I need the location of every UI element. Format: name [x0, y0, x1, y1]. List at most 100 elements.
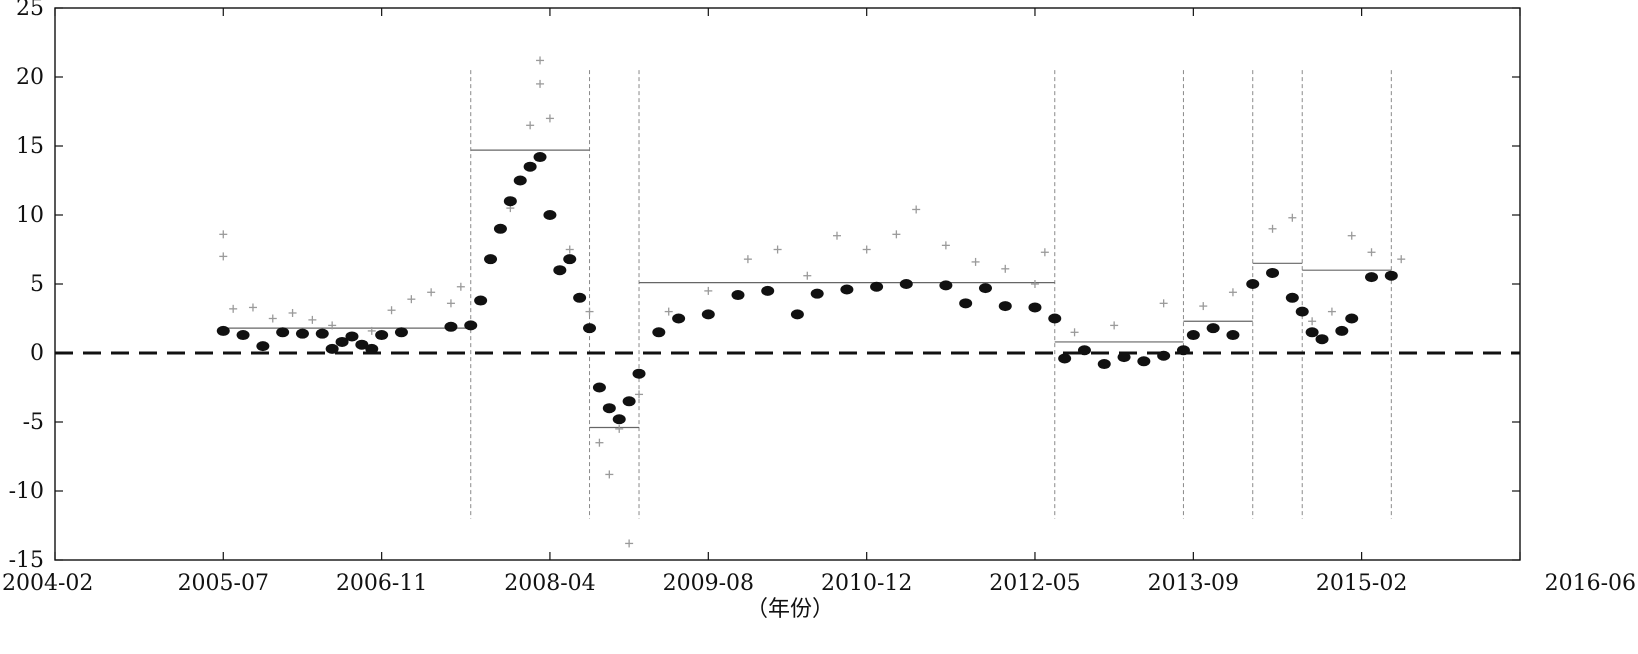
x-tick-label: 2009-08 [663, 571, 754, 596]
x-tick-label: 2016-06 [1545, 571, 1636, 596]
plus-point [585, 307, 594, 316]
plot-frame [54, 7, 1521, 561]
plus-point [248, 303, 257, 312]
y-tick-label: 0 [30, 341, 44, 366]
dot-point [1117, 352, 1131, 363]
x-tick-label: 2015-02 [1316, 571, 1407, 596]
x-tick-label: 2004-02 [2, 571, 93, 596]
y-axis: -15 -10 -5 0 5 10 15 20 25 [9, 0, 1520, 573]
plus-point [308, 315, 317, 324]
dot-point [622, 396, 636, 407]
dot-point [1285, 292, 1299, 303]
dot-point [672, 313, 686, 324]
dot-point [355, 339, 369, 350]
x-tick-label: 2008-04 [504, 571, 595, 596]
dot-point [1246, 279, 1260, 289]
y-tick-label: -10 [9, 479, 44, 504]
dot-point [315, 328, 329, 339]
dot-point [464, 320, 478, 331]
dot-point [870, 281, 884, 292]
plus-point [1030, 280, 1039, 288]
plus-point [387, 306, 396, 315]
plus-point [1288, 213, 1297, 222]
plus-point [526, 121, 535, 130]
x-tick-label: 2005-07 [178, 571, 269, 596]
dot-point [1335, 325, 1349, 336]
y-tick-label: 5 [30, 272, 44, 297]
dot-point [978, 283, 992, 294]
dot-point [632, 368, 646, 379]
plus-point [941, 241, 950, 250]
y-tick-label: -5 [23, 410, 44, 435]
plus-point [219, 230, 228, 239]
dot-point [1365, 272, 1379, 283]
plus-point [773, 245, 782, 254]
plus-point [456, 282, 465, 291]
dot-point [790, 309, 804, 320]
plus-point [1070, 328, 1079, 337]
x-tick-label: 2013-09 [1148, 571, 1239, 596]
plus-point [625, 539, 634, 548]
plus-point [1327, 307, 1336, 316]
regime-layer [223, 70, 1392, 519]
dot-point [1058, 353, 1072, 364]
dot-point [959, 298, 973, 309]
plus-point [229, 304, 238, 313]
points-layer [216, 56, 1406, 548]
y-tick-label: 15 [16, 134, 44, 159]
dot-point [1048, 313, 1062, 324]
dot-point [1345, 313, 1359, 324]
dot-point [1226, 330, 1240, 341]
dot-point [216, 325, 230, 336]
dot-point [1137, 356, 1151, 367]
dot-point [1176, 345, 1190, 356]
dot-point [1295, 306, 1309, 317]
dot-point [899, 279, 913, 289]
x-tick-label: 2012-05 [989, 571, 1080, 596]
plus-point [1040, 248, 1049, 257]
plus-point [1228, 288, 1237, 297]
dot-point [493, 223, 507, 234]
dot-point [563, 254, 577, 265]
y-tick-label: 20 [16, 65, 44, 90]
dot-point [761, 285, 775, 296]
dot-point [236, 330, 250, 341]
dot-point [939, 280, 953, 291]
plus-point [427, 288, 436, 297]
dot-point [1384, 270, 1398, 281]
dot-point [543, 210, 557, 220]
dot-point [1077, 345, 1091, 356]
x-axis-title: （年份） [746, 597, 834, 622]
plus-point [1367, 248, 1376, 257]
plus-point [367, 326, 376, 335]
plus-point [328, 321, 337, 330]
dot-point [375, 330, 389, 341]
dot-point [1186, 330, 1200, 341]
dot-point [701, 309, 715, 320]
dot-point [503, 196, 517, 207]
dot-point [533, 152, 547, 163]
plus-point [892, 230, 901, 239]
dot-point [1266, 267, 1280, 278]
dot-point [998, 301, 1012, 312]
dot-point [523, 161, 537, 172]
dot-point [394, 327, 408, 338]
dot-point [335, 336, 349, 347]
dot-point [1157, 350, 1171, 361]
dot-point [276, 327, 290, 338]
y-tick-label: -15 [9, 548, 44, 573]
plus-point [1001, 264, 1010, 273]
plus-point [912, 205, 921, 214]
dot-point [484, 254, 498, 265]
dot-point [840, 284, 854, 295]
plus-point [536, 56, 545, 65]
plus-point [595, 438, 604, 447]
plus-point [407, 295, 416, 304]
dot-point [731, 290, 745, 301]
plus-point [1110, 321, 1119, 330]
dot-point [652, 327, 666, 338]
plus-point [1397, 255, 1406, 264]
plus-point [971, 257, 980, 266]
plus-point [1268, 224, 1277, 233]
